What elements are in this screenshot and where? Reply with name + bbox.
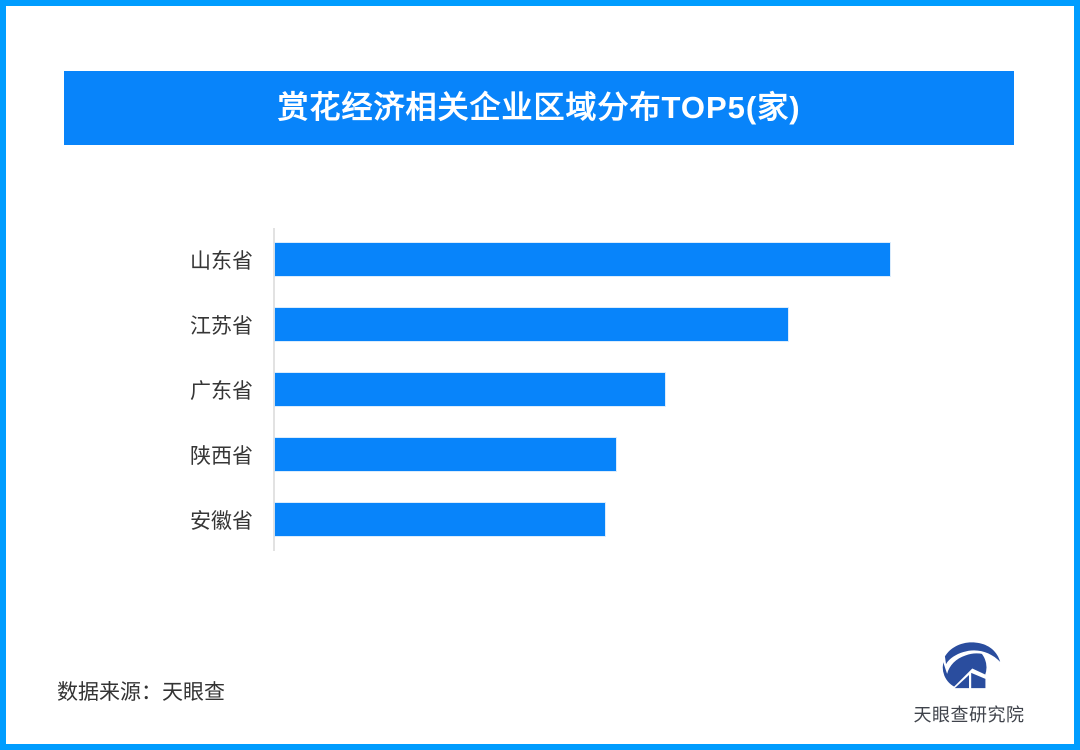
bar (275, 503, 605, 536)
bar-row: 安徽省 (6, 503, 1074, 536)
brand-logo-text: 天眼查研究院 (913, 705, 1025, 725)
bar-rows: 山东省江苏省广东省陕西省安徽省 (6, 243, 1074, 568)
bar-row: 陕西省 (6, 438, 1074, 471)
bar-row: 山东省 (6, 243, 1074, 276)
category-label: 山东省 (190, 249, 253, 273)
data-source-label: 数据来源：天眼查 (57, 681, 225, 704)
category-label: 陕西省 (190, 444, 253, 468)
y-axis-line (273, 228, 275, 551)
bar (275, 373, 665, 406)
bar-row: 广东省 (6, 373, 1074, 406)
category-label: 广东省 (190, 379, 253, 403)
bar (275, 438, 616, 471)
category-label: 安徽省 (190, 509, 253, 533)
chart-title-banner: 赏花经济相关企业区域分布TOP5(家) (64, 71, 1014, 145)
brand-logo: 天眼查研究院 (904, 640, 1034, 727)
bar-row: 江苏省 (6, 308, 1074, 341)
category-label: 江苏省 (190, 314, 253, 338)
tianyancha-eye-logo-icon (936, 640, 1002, 697)
bar (275, 308, 788, 341)
bar (275, 243, 890, 276)
